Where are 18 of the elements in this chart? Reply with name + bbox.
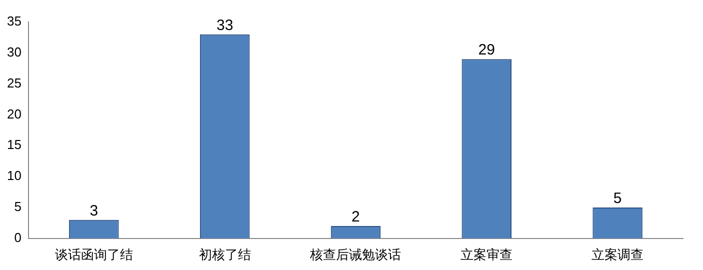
data-label: 3 — [90, 202, 98, 220]
y-tick-label: 30 — [6, 44, 22, 60]
x-tick-label: 初核了结 — [198, 246, 251, 262]
y-tick-label: 35 — [6, 14, 22, 29]
y-tick-label: 0 — [14, 230, 22, 245]
data-label: 29 — [478, 42, 495, 59]
y-tick-label: 15 — [6, 137, 22, 152]
y-tick-label: 25 — [6, 75, 22, 90]
y-tick-label: 20 — [6, 106, 22, 122]
data-label: 5 — [613, 190, 622, 208]
y-tick-label: 10 — [6, 168, 22, 184]
x-tick-label: 谈话函询了结 — [54, 246, 133, 262]
data-label: 2 — [352, 208, 360, 226]
x-tick-label: 立案调查 — [592, 246, 644, 262]
x-tick-label: 核查后诫勉谈话 — [309, 246, 402, 262]
data-label: 33 — [216, 17, 234, 34]
y-tick-label: 5 — [14, 199, 22, 214]
x-tick-label: 立案审查 — [460, 246, 513, 262]
